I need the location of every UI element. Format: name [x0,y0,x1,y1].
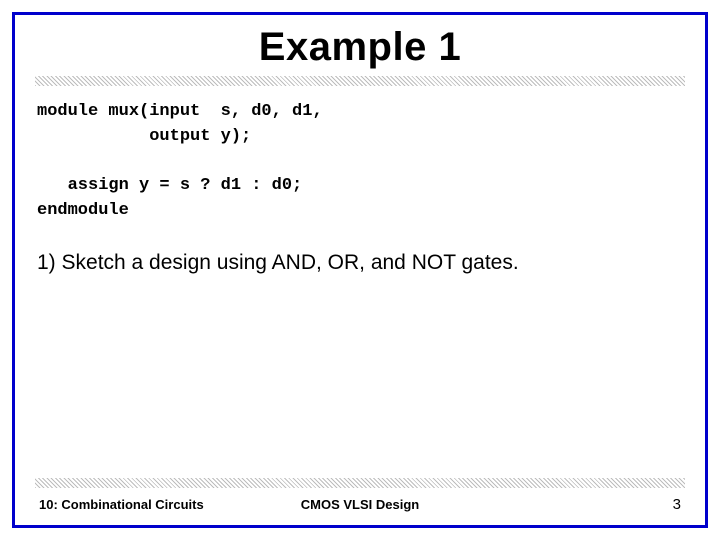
spacer [35,275,685,478]
code-block: module mux(input s, d0, d1, output y); a… [37,100,685,223]
footer-center: CMOS VLSI Design [253,497,467,512]
code-line: output y); [37,127,251,146]
footer-page-number: 3 [467,496,681,513]
slide-title: Example 1 [35,25,685,70]
slide-frame: Example 1 module mux(input s, d0, d1, ou… [12,12,708,528]
code-line: assign y = s ? d1 : d0; [37,176,302,195]
title-divider [35,76,685,86]
body-text: 1) Sketch a design using AND, OR, and NO… [37,251,685,275]
code-line: module mux(input s, d0, d1, [37,102,323,121]
footer-divider [35,478,685,488]
code-line: endmodule [37,201,129,220]
footer: 10: Combinational Circuits CMOS VLSI Des… [35,496,685,515]
footer-left: 10: Combinational Circuits [39,497,253,512]
